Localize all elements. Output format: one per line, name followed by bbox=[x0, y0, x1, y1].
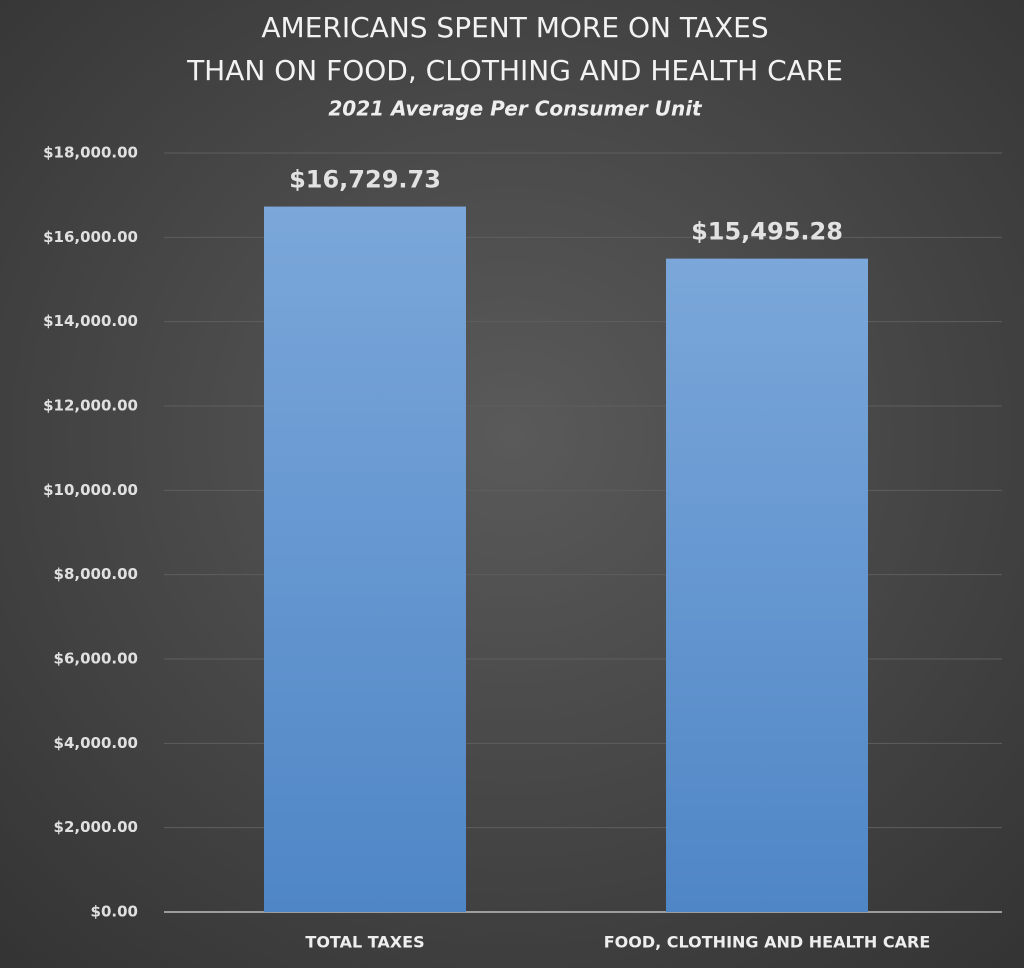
y-tick-label: $16,000.00 bbox=[43, 228, 138, 246]
chart-subtitle: 2021 Average Per Consumer Unit bbox=[328, 97, 703, 121]
bar bbox=[264, 206, 466, 912]
y-tick-label: $6,000.00 bbox=[54, 650, 138, 668]
y-tick-label: $2,000.00 bbox=[54, 818, 138, 836]
x-tick-label: FOOD, CLOTHING AND HEALTH CARE bbox=[604, 933, 931, 952]
y-tick-label: $8,000.00 bbox=[54, 565, 138, 583]
value-label: $16,729.73 bbox=[289, 166, 441, 194]
y-tick-label: $4,000.00 bbox=[54, 734, 138, 752]
y-tick-label: $0.00 bbox=[91, 903, 138, 921]
chart-title: THAN ON FOOD, CLOTHING AND HEALTH CARE bbox=[186, 54, 843, 87]
value-label: $15,495.28 bbox=[691, 218, 843, 246]
y-tick-label: $14,000.00 bbox=[43, 312, 138, 330]
y-tick-label: $18,000.00 bbox=[43, 144, 138, 162]
chart-title: AMERICANS SPENT MORE ON TAXES bbox=[261, 11, 768, 44]
bar bbox=[666, 258, 868, 912]
x-tick-label: TOTAL TAXES bbox=[305, 933, 424, 952]
y-tick-label: $10,000.00 bbox=[43, 481, 138, 499]
y-tick-label: $12,000.00 bbox=[43, 397, 138, 415]
